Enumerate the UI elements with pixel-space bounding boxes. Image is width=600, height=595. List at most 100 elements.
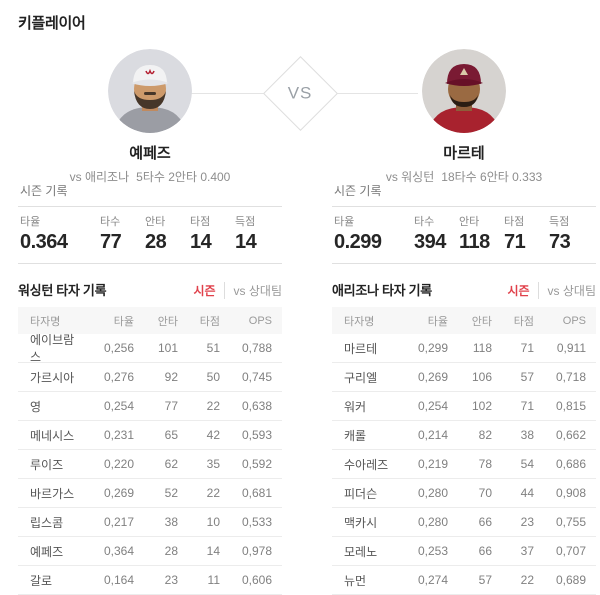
cell-batter-name[interactable]: 메네시스 (30, 428, 75, 443)
season-stat-value: 394 (414, 231, 446, 253)
col-header-hits: 안타 (157, 315, 178, 328)
player-portrait-washington (108, 49, 192, 133)
col-header-avg: 타율 (113, 315, 134, 328)
season-stat: 타수 77 (100, 213, 145, 254)
table-head-right: 애리조나 타자 기록 시즌 vs 상대팀 (332, 280, 596, 299)
cell-batter-name[interactable]: 에이브람스 (30, 333, 75, 364)
cell-rbi: 37 (520, 544, 534, 558)
cell-batter-name[interactable]: 갈로 (30, 573, 53, 588)
col-header-ops: OPS (248, 314, 272, 327)
cell-batter-name[interactable]: 마르테 (344, 341, 378, 356)
player-photo-left[interactable] (108, 49, 192, 133)
cell-rbi: 54 (520, 457, 534, 471)
cell-rbi: 22 (520, 573, 534, 587)
cell-batting-average: 0,364 (103, 544, 134, 558)
cell-batter-name[interactable]: 수아레즈 (344, 457, 389, 472)
season-stat: 타율 0.364 (20, 213, 100, 254)
cell-batting-average: 0,280 (417, 486, 448, 500)
cell-batter-name[interactable]: 바르가스 (30, 486, 75, 501)
cell-rbi: 22 (206, 486, 220, 500)
table-header-right: 타자명 타율 안타 타점 OPS (332, 307, 596, 334)
cell-hits: 57 (478, 573, 492, 587)
cell-batting-average: 0,220 (103, 457, 134, 471)
에이브람스: 에이브람스 0,256 101 51 0,788 (18, 333, 282, 364)
cell-batting-average: 0,299 (417, 341, 448, 355)
cell-batting-average: 0,256 (103, 341, 134, 355)
cell-batting-average: 0,269 (103, 486, 134, 500)
cell-hits: 82 (478, 428, 492, 442)
player-name-right[interactable]: 마르테 (443, 145, 485, 162)
season-stat-label: 득점 (549, 216, 570, 228)
cell-batter-name[interactable]: 구리엘 (344, 370, 378, 385)
player-matchup-right: vs 워싱턴 18타수 6안타 0.333 (385, 170, 543, 184)
cell-hits: 65 (164, 428, 178, 442)
season-stat-label: 득점 (235, 216, 256, 228)
table-head-left: 워싱턴 타자 기록 시즌 vs 상대팀 (18, 280, 282, 299)
team-logo-mark (145, 68, 155, 75)
cell-ops: 0,815 (555, 399, 586, 413)
cell-batter-name[interactable]: 뉴먼 (344, 573, 367, 588)
tab-season[interactable]: 시즌 (193, 284, 216, 298)
바르가스: 바르가스 0,269 52 22 0,681 (18, 479, 282, 508)
tab-vs-opponent[interactable]: vs 상대팀 (223, 282, 282, 299)
피더슨: 피더슨 0,280 70 44 0,908 (332, 479, 596, 508)
cell-batter-name[interactable]: 가르시아 (30, 370, 75, 385)
cell-hits: 118 (472, 341, 492, 355)
cell-hits: 101 (157, 341, 178, 355)
cell-hits: 77 (164, 399, 178, 413)
player-photo-right[interactable] (422, 49, 506, 133)
cell-batting-average: 0,254 (103, 399, 134, 413)
cell-batting-average: 0,214 (417, 428, 448, 442)
cell-batter-name[interactable]: 예페즈 (30, 544, 64, 559)
모레노: 모레노 0,253 66 37 0,707 (332, 537, 596, 566)
tab-vs-opponent[interactable]: vs 상대팀 (537, 282, 596, 299)
예페즈: 예페즈 0,364 28 14 0,978 (18, 537, 282, 566)
col-header-ops: OPS (562, 314, 586, 327)
cell-rbi: 23 (520, 515, 534, 529)
cell-batting-average: 0,219 (417, 457, 448, 471)
table-tabs-right: 시즌 vs 상대팀 (507, 282, 596, 299)
맥카시: 맥카시 0,280 66 23 0,755 (332, 508, 596, 537)
tab-season[interactable]: 시즌 (507, 284, 530, 298)
cell-ops: 0,908 (555, 486, 586, 500)
cell-rbi: 50 (206, 370, 220, 384)
team-logo-mark (460, 68, 468, 75)
cell-ops: 0,978 (241, 544, 272, 558)
cell-batting-average: 0,280 (417, 515, 448, 529)
cell-batter-name[interactable]: 립스콤 (30, 515, 64, 530)
column-right: 시즌 기록 타율 0.299 타수 394 안타 118 타점 71 득점 73… (332, 179, 596, 595)
cell-batter-name[interactable]: 피더슨 (344, 486, 378, 501)
season-stat-label: 타수 (100, 216, 121, 228)
cell-ops: 0,533 (241, 515, 272, 529)
cell-batter-name[interactable]: 영 (30, 399, 42, 414)
cell-batter-name[interactable]: 캐롤 (344, 428, 367, 443)
cell-ops: 0,718 (555, 370, 586, 384)
season-stat-value: 14 (190, 231, 212, 253)
season-stat-label: 타점 (504, 216, 525, 228)
table-tabs-left: 시즌 vs 상대팀 (193, 282, 282, 299)
cell-hits: 92 (164, 370, 178, 384)
cell-rbi: 51 (206, 341, 220, 355)
player-name-left[interactable]: 예페즈 (129, 145, 171, 162)
season-stat-value: 0.299 (334, 231, 382, 253)
cell-rbi: 38 (520, 428, 534, 442)
cell-hits: 28 (164, 544, 178, 558)
season-stat: 안타 28 (145, 213, 190, 254)
season-record-box-right: 타율 0.299 타수 394 안타 118 타점 71 득점 73 (332, 206, 596, 264)
cell-ops: 0,593 (241, 428, 272, 442)
cell-hits: 70 (478, 486, 492, 500)
season-stat: 안타 118 (459, 213, 504, 254)
col-header-hits: 안타 (471, 315, 492, 328)
table-body-right: 마르테 0,299 118 71 0,911 구리엘 0,269 106 57 … (332, 334, 596, 595)
cell-batter-name[interactable]: 맥카시 (344, 515, 378, 530)
cell-batter-name[interactable]: 루이즈 (30, 457, 64, 472)
캐롤: 캐롤 0,214 82 38 0,662 (332, 421, 596, 450)
cell-batter-name[interactable]: 워커 (344, 399, 367, 414)
table-header-left: 타자명 타율 안타 타점 OPS (18, 307, 282, 334)
cell-ops: 0,707 (555, 544, 586, 558)
마르테: 마르테 0,299 118 71 0,911 (332, 334, 596, 363)
season-stat: 타점 71 (504, 213, 549, 254)
key-player-compare: 예페즈 vs 애리조나 5타수 2안타 0.400 VS (0, 45, 600, 184)
cell-batter-name[interactable]: 모레노 (344, 544, 378, 559)
season-record-title-right: 시즌 기록 (334, 184, 382, 198)
